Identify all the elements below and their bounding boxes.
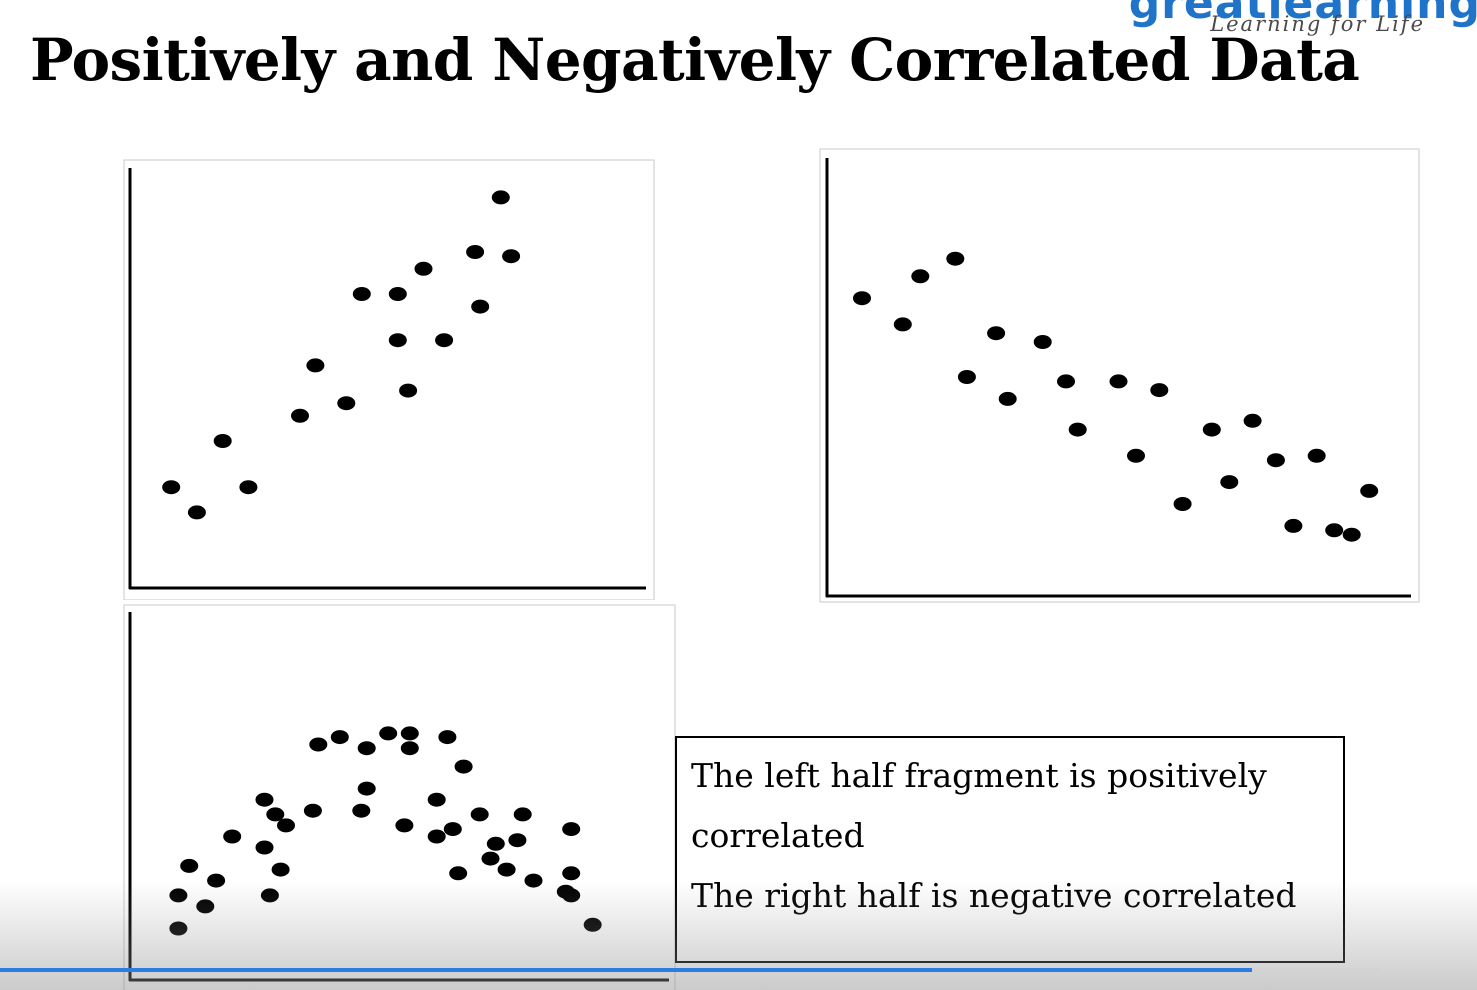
positive-correlation-chart bbox=[123, 159, 655, 600]
scatter-point bbox=[1342, 527, 1361, 542]
scatter-point bbox=[309, 737, 328, 752]
scatter-point bbox=[169, 888, 188, 903]
scatter-point bbox=[893, 317, 912, 332]
scatter-point bbox=[481, 851, 500, 866]
scatter-point bbox=[491, 190, 510, 205]
scatter-point bbox=[502, 249, 521, 264]
scatter-point bbox=[524, 873, 543, 888]
scatter-point bbox=[414, 261, 433, 276]
scatter-point bbox=[562, 866, 581, 881]
scatter-point bbox=[169, 921, 188, 936]
scatter-point bbox=[400, 741, 419, 756]
explanation-box: The left half fragment is positively cor… bbox=[675, 736, 1345, 963]
video-progress-bar[interactable] bbox=[0, 968, 1380, 972]
scatter-point bbox=[399, 383, 418, 398]
scatter-point bbox=[987, 326, 1006, 341]
scatter-point bbox=[957, 370, 976, 384]
scatter-point bbox=[508, 833, 527, 848]
scatter-point bbox=[1202, 422, 1221, 437]
scatter-point bbox=[853, 291, 871, 306]
scatter-point bbox=[427, 792, 446, 807]
scatter-point bbox=[196, 899, 215, 914]
scatter-point bbox=[255, 840, 274, 855]
scatter-point bbox=[1057, 374, 1075, 389]
scatter-point bbox=[352, 803, 371, 818]
scatter-point bbox=[1284, 518, 1303, 533]
scatter-point bbox=[180, 858, 199, 873]
scatter-point bbox=[162, 480, 181, 495]
scatter-point bbox=[946, 251, 965, 266]
scatter-point bbox=[1325, 523, 1344, 538]
explanation-line-1: The left half fragment is positively bbox=[691, 756, 1267, 795]
scatter-point bbox=[271, 862, 290, 877]
scatter-points bbox=[162, 190, 521, 520]
scatter-point bbox=[911, 269, 930, 284]
scatter-point bbox=[357, 741, 376, 756]
scatter-point bbox=[277, 818, 295, 833]
scatter-point bbox=[583, 917, 602, 932]
scatter-point bbox=[213, 434, 232, 448]
explanation-line-2: correlated bbox=[691, 816, 865, 855]
scatter-point bbox=[998, 391, 1017, 406]
scatter-point bbox=[513, 807, 532, 822]
scatter-point bbox=[207, 873, 226, 888]
scatter-point bbox=[395, 818, 414, 833]
scatter-point bbox=[486, 836, 505, 851]
scatter-point bbox=[260, 888, 279, 903]
scatter-point bbox=[497, 862, 516, 877]
scatter-point bbox=[435, 333, 454, 348]
scatter-point bbox=[562, 888, 581, 903]
scatter-point bbox=[1360, 483, 1379, 498]
scatter-point bbox=[306, 358, 325, 373]
scatter-point bbox=[223, 829, 242, 844]
video-progress-fill bbox=[0, 968, 1252, 972]
scatter-point bbox=[1266, 453, 1285, 468]
video-player-overlay bbox=[0, 880, 1477, 990]
scatter-point bbox=[449, 866, 468, 881]
scatter-point bbox=[1109, 374, 1128, 389]
scatter-point bbox=[330, 730, 349, 745]
scatter-point bbox=[470, 807, 489, 822]
scatter-point bbox=[1127, 448, 1145, 463]
scatter-point bbox=[400, 726, 419, 741]
scatter-point bbox=[337, 396, 356, 411]
scatter-point bbox=[1307, 448, 1326, 463]
scatter-point bbox=[187, 505, 206, 520]
scatter-point bbox=[255, 792, 274, 807]
scatter-point bbox=[466, 245, 485, 259]
scatter-point bbox=[388, 333, 407, 348]
brand-logo-word: greatlearning bbox=[1128, 0, 1477, 29]
scatter-point bbox=[388, 287, 407, 301]
scatter-point bbox=[303, 803, 322, 818]
scatter-point bbox=[239, 480, 258, 495]
scatter-point bbox=[379, 726, 398, 741]
non-linear-correlation-chart bbox=[123, 604, 676, 990]
scatter-point bbox=[357, 781, 376, 796]
scatter-point bbox=[454, 759, 473, 774]
scatter-point bbox=[427, 829, 446, 844]
scatter-point bbox=[291, 408, 309, 423]
scatter-point bbox=[1150, 383, 1169, 398]
scatter-point bbox=[1173, 497, 1192, 511]
scatter-points bbox=[853, 251, 1379, 542]
scatter-point bbox=[1033, 335, 1052, 349]
scatter-point bbox=[352, 287, 371, 301]
slide-title: Positively and Negatively Correlated Dat… bbox=[30, 26, 1360, 94]
chart-frame bbox=[819, 148, 1420, 603]
scatter-point bbox=[1243, 413, 1262, 428]
brand-logo: greatlearning Learning for Life bbox=[1129, 0, 1477, 42]
scatter-point bbox=[266, 807, 285, 822]
scatter-points bbox=[169, 726, 602, 936]
brand-tagline: Learning for Life bbox=[1210, 12, 1425, 36]
scatter-point bbox=[1220, 475, 1239, 490]
explanation-line-3: The right half is negative correlated bbox=[691, 866, 1329, 926]
negative-correlation-chart bbox=[819, 148, 1420, 603]
scatter-point bbox=[1068, 422, 1087, 437]
scatter-point bbox=[562, 822, 581, 837]
scatter-point bbox=[438, 730, 457, 745]
scatter-point bbox=[471, 299, 490, 314]
chart-frame bbox=[123, 159, 655, 600]
scatter-point bbox=[443, 822, 462, 837]
